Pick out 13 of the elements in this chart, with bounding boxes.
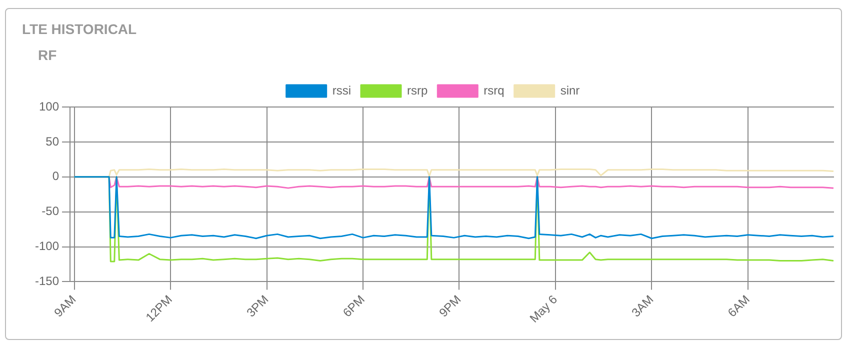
y-tick-label: 0 bbox=[52, 169, 60, 184]
y-tick-label: 50 bbox=[46, 134, 60, 148]
x-tick-label: May 6 bbox=[526, 292, 560, 326]
y-tick-label: -100 bbox=[34, 239, 60, 254]
y-tick-label: 100 bbox=[38, 99, 60, 114]
y-tick-label: -150 bbox=[34, 274, 60, 288]
chart-title: LTE HISTORICAL bbox=[22, 21, 137, 37]
chart-subtitle: RF bbox=[38, 47, 57, 63]
legend-label: rsrp bbox=[406, 83, 428, 98]
legend-label: rssi bbox=[332, 83, 352, 98]
legend-label: rsrq bbox=[484, 83, 504, 98]
y-tick-label: -50 bbox=[42, 204, 60, 218]
legend-label: sinr bbox=[560, 83, 580, 98]
